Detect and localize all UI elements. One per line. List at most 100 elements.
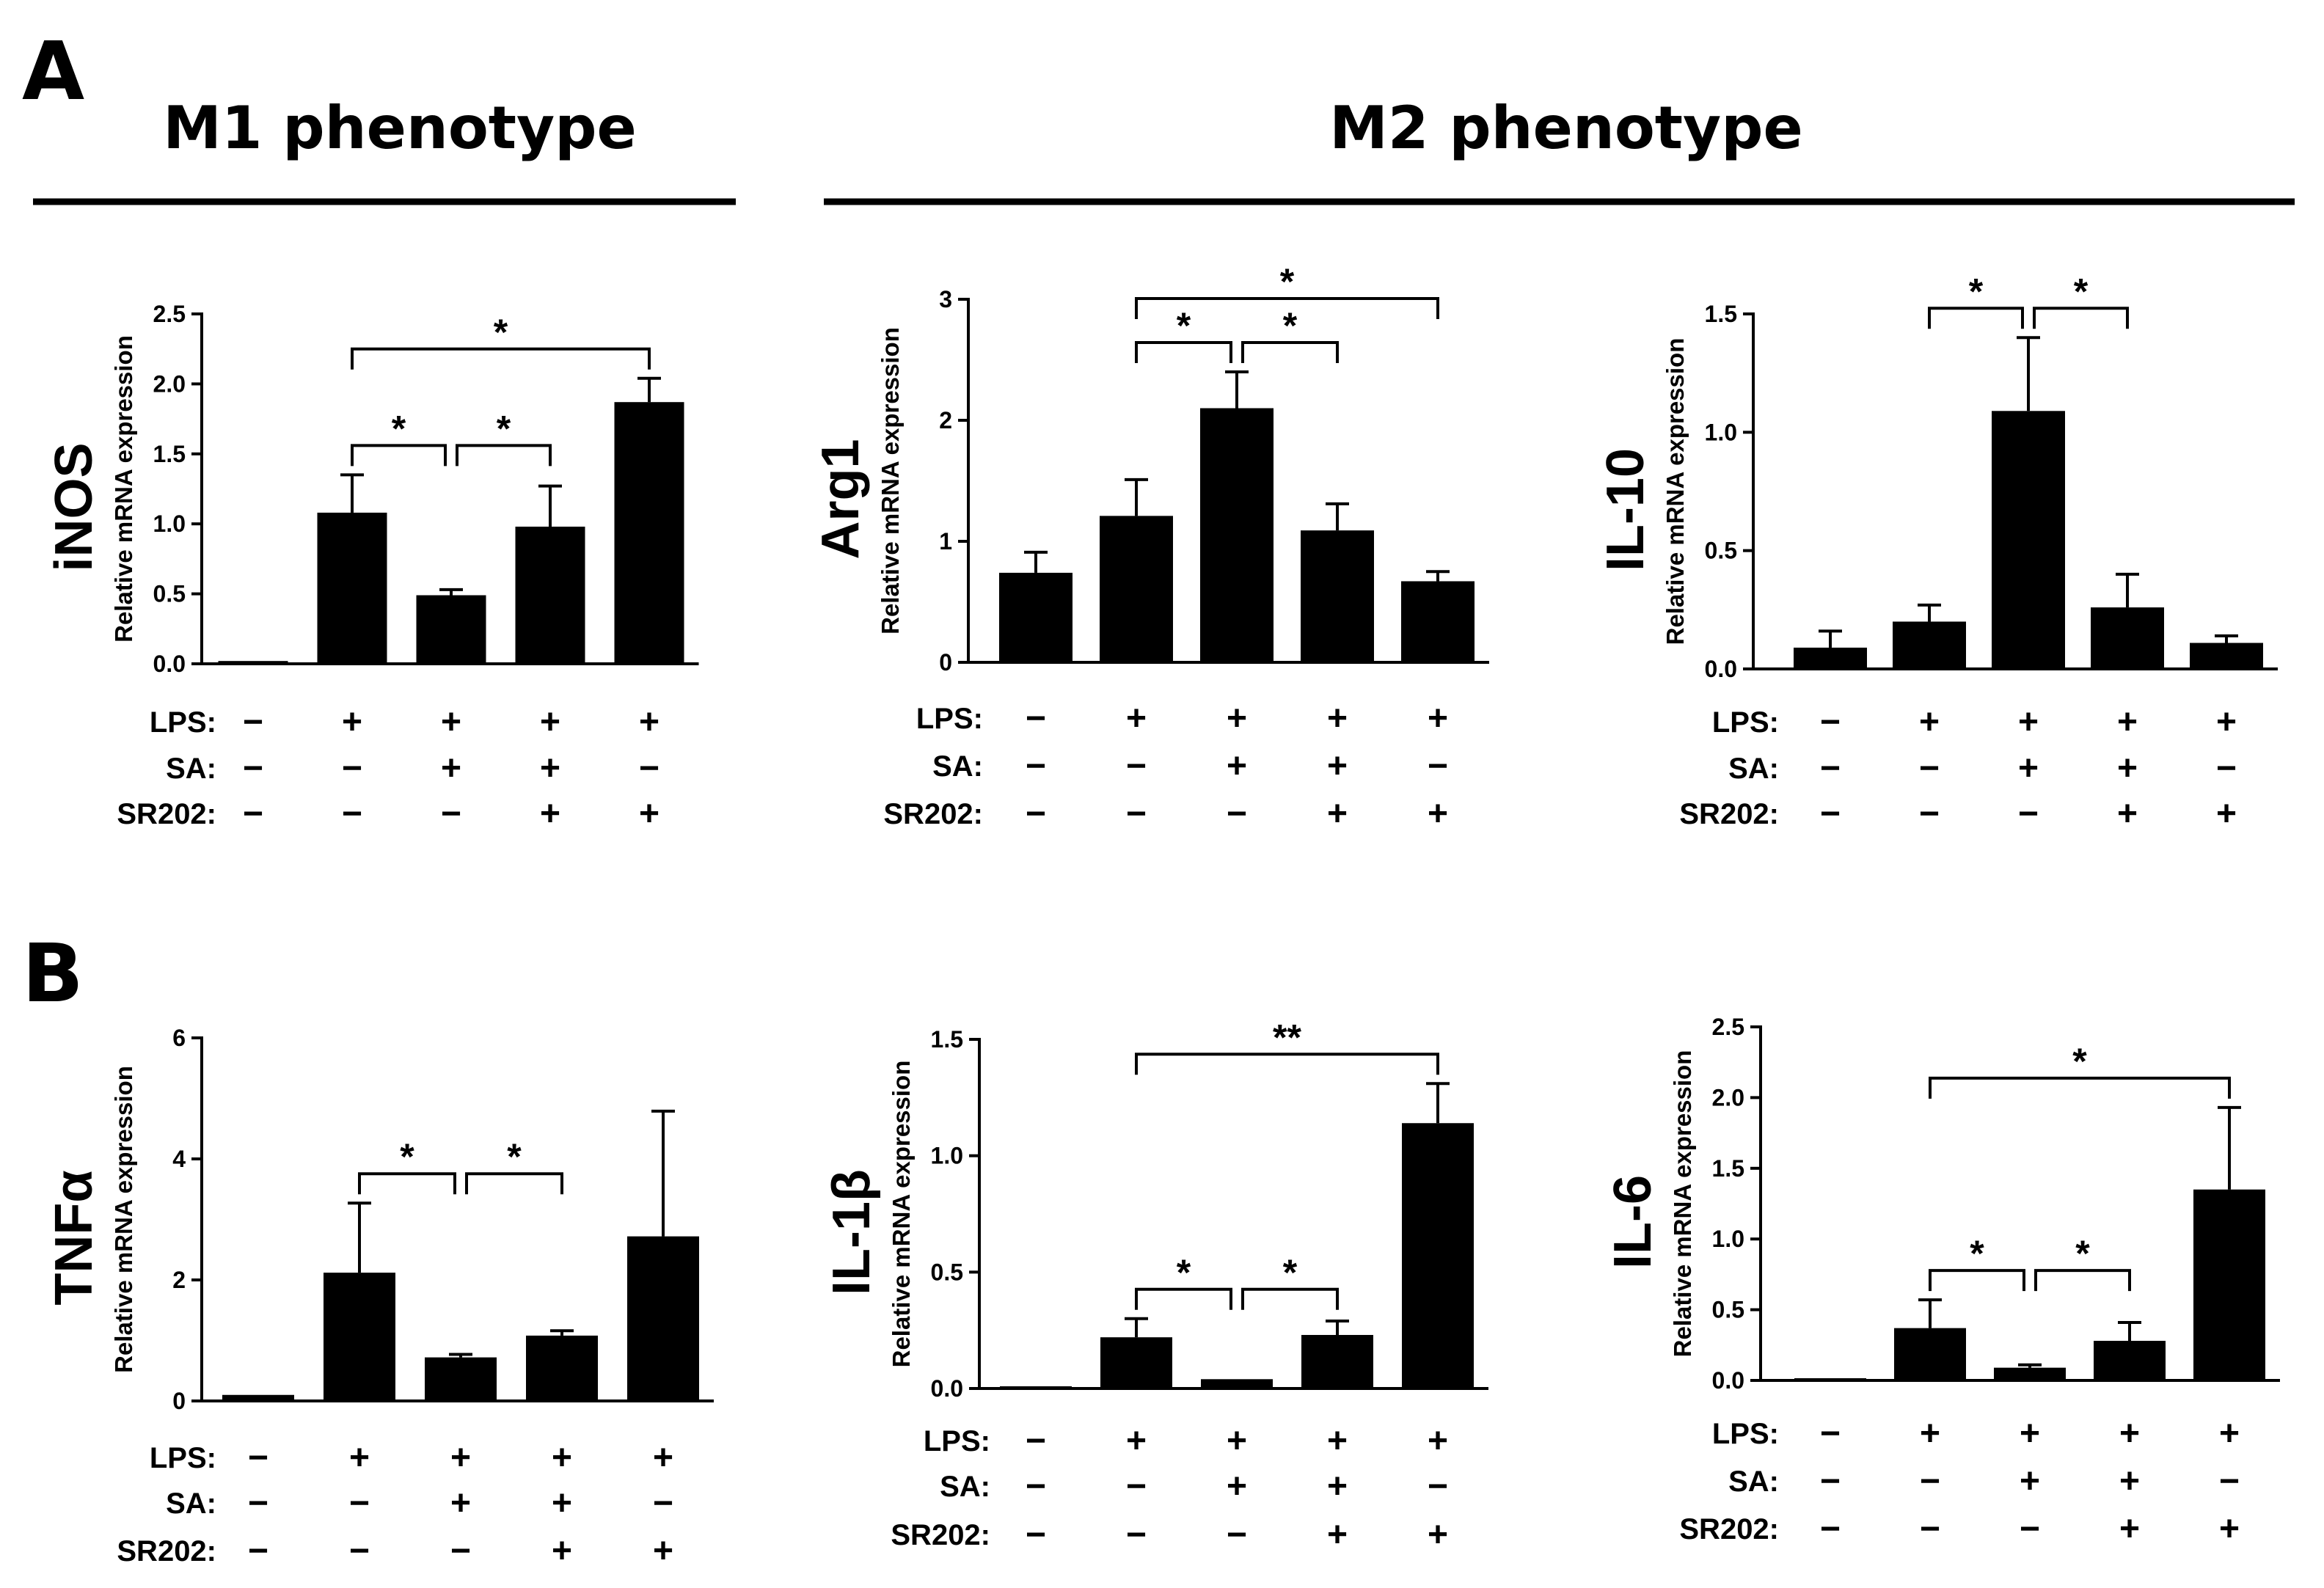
y-tick-label: 2.0 (1712, 1084, 1744, 1110)
bar (1401, 581, 1475, 662)
condition-symbol: + (1227, 1467, 1247, 1506)
y-tick-label: 0.5 (1712, 1297, 1744, 1323)
significance-label: * (1280, 261, 1295, 302)
condition-symbol: − (1026, 1421, 1046, 1460)
condition-symbol: + (540, 794, 560, 833)
gene-label: iNOS (45, 442, 103, 571)
condition-symbol: − (2020, 1510, 2040, 1548)
bar (1201, 1379, 1273, 1388)
y-axis-label: Relative mRNA expression (877, 327, 904, 634)
bar (1994, 1367, 2066, 1380)
chart-il-1β: 0.0 0.5 1.0 1.5 Relative mRNA expression IL-1… (822, 1017, 1488, 1554)
bar (1301, 530, 1374, 662)
condition-symbol: + (2219, 1510, 2240, 1548)
condition-symbol: + (1227, 699, 1247, 738)
panel-b-letter: B (22, 926, 84, 1020)
y-tick-label: 2 (939, 407, 952, 433)
y-tick-label: 1.5 (1705, 301, 1737, 327)
condition-symbol: − (1820, 1414, 1841, 1453)
significance-bracket (1135, 1053, 1439, 1075)
significance-label: * (400, 1136, 414, 1177)
y-tick-label: 1.0 (153, 511, 186, 537)
bar (1893, 621, 1966, 669)
significance-label: ** (1273, 1017, 1301, 1058)
y-tick-label: 2.5 (1712, 1014, 1744, 1040)
condition-symbol: + (1428, 1421, 1448, 1460)
condition-symbol: − (243, 794, 263, 833)
condition-symbol: + (1227, 747, 1247, 786)
y-tick-label: 0.5 (153, 581, 186, 607)
y-tick-label: 0.0 (153, 651, 186, 677)
condition-label: SA: (1728, 1466, 1779, 1498)
condition-label: SA: (1728, 753, 1779, 785)
y-tick-label: 2.0 (153, 370, 186, 397)
m1-heading: M1 phenotype (163, 94, 636, 162)
condition-symbol: + (2119, 1414, 2140, 1453)
condition-symbol: + (2216, 703, 2237, 742)
y-tick-label: 0.0 (931, 1375, 963, 1402)
condition-symbol: − (248, 1532, 268, 1570)
condition-symbol: − (342, 794, 362, 833)
bar (1100, 516, 1173, 662)
significance-label: * (2072, 1041, 2087, 1082)
significance-bracket (1135, 341, 1232, 363)
y-tick-label: 0.5 (931, 1259, 963, 1285)
significance-bracket (456, 444, 552, 466)
condition-symbol: + (552, 1484, 572, 1523)
condition-symbol: − (2018, 794, 2039, 833)
condition-symbol: − (1026, 794, 1046, 833)
gene-label: TNFα (45, 1170, 103, 1305)
condition-symbol: − (1428, 1467, 1448, 1506)
condition-symbol: − (342, 749, 362, 788)
condition-symbol: − (1126, 1467, 1147, 1506)
condition-symbol: − (653, 1484, 673, 1523)
bar (222, 1394, 294, 1401)
gene-label: IL-6 (1604, 1175, 1662, 1269)
condition-symbol: − (1126, 794, 1147, 833)
condition-symbol: + (2119, 1462, 2140, 1501)
condition-symbol: − (1820, 749, 1841, 788)
y-tick-label: 2.5 (153, 301, 186, 327)
condition-symbol: + (1327, 747, 1348, 786)
significance-bracket (358, 1172, 456, 1195)
significance-label: * (1177, 305, 1191, 346)
condition-symbol: + (639, 703, 659, 742)
condition-label: SA: (932, 750, 983, 783)
condition-symbol: − (2219, 1462, 2240, 1501)
significance-label: * (2075, 1233, 2090, 1274)
condition-symbol: − (1820, 1462, 1841, 1501)
gene-label: Arg1 (811, 439, 870, 559)
y-tick-label: 0.5 (1705, 538, 1737, 564)
significance-label: * (1177, 1252, 1191, 1293)
bar (526, 1335, 598, 1401)
condition-label: LPS: (1712, 706, 1779, 739)
condition-symbol: + (349, 1438, 370, 1477)
y-tick-label: 0 (172, 1388, 186, 1414)
y-axis-label: Relative mRNA expression (110, 335, 137, 643)
bar (1794, 1378, 1866, 1380)
condition-symbol: − (1026, 699, 1046, 738)
bar (627, 1236, 699, 1401)
condition-symbol: − (1126, 747, 1147, 786)
significance-bracket (1929, 1269, 2025, 1292)
condition-symbol: + (1327, 794, 1348, 833)
condition-symbol: + (2117, 794, 2138, 833)
y-axis-label: Relative mRNA expression (110, 1066, 137, 1373)
condition-label: SR202: (117, 798, 216, 830)
condition-label: SR202: (117, 1535, 216, 1567)
condition-label: SA: (166, 753, 216, 785)
y-axis-label: Relative mRNA expression (1669, 1050, 1696, 1358)
bar (2091, 607, 2164, 669)
condition-symbol: + (639, 794, 659, 833)
condition-symbol: − (1227, 1515, 1247, 1554)
condition-symbol: + (1126, 1421, 1147, 1460)
y-axis-label: Relative mRNA expression (888, 1061, 915, 1368)
bar (317, 512, 387, 664)
condition-symbol: + (1428, 699, 1448, 738)
y-tick-label: 0.0 (1712, 1367, 1744, 1394)
condition-symbol: + (1920, 1414, 1940, 1453)
condition-symbol: − (1026, 1515, 1046, 1554)
condition-label: LPS: (150, 1442, 216, 1474)
